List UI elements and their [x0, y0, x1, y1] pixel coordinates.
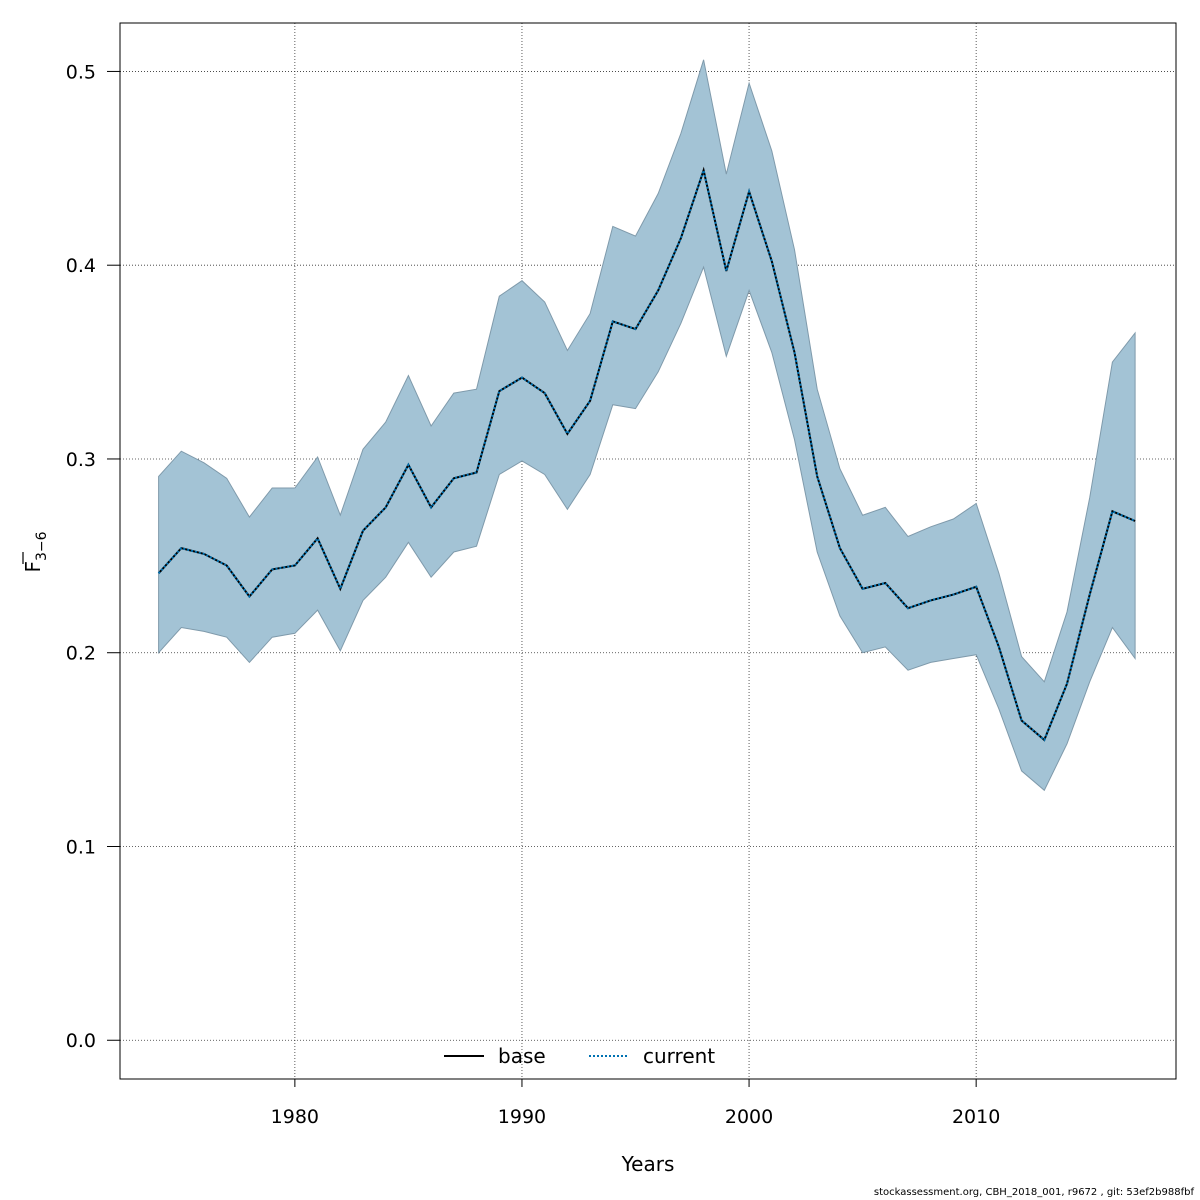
x-tick-label: 1990 — [498, 1106, 546, 1128]
x-axis: 1980 1990 2000 2010 — [271, 1079, 1000, 1128]
series-line-current — [157, 166, 1136, 742]
y-axis-title-main: F — [21, 561, 45, 573]
plot-frame — [119, 22, 1177, 1080]
x-tick-label: 1980 — [271, 1106, 319, 1128]
y-axis-title-sub: 3−6 — [34, 531, 50, 561]
x-tick-label: 2000 — [725, 1106, 773, 1128]
footer-credit: stockassessment.org, CBH_2018_001, r9672… — [873, 1187, 1194, 1198]
y-tick-label: 0.0 — [66, 1030, 96, 1052]
y-tick-label: 0.2 — [66, 643, 96, 665]
legend-label-current: current — [643, 1044, 715, 1068]
svg-text:F3−6: F3−6 — [21, 531, 50, 572]
y-axis: 0.0 0.1 0.2 0.3 0.4 0.5 — [66, 61, 120, 1052]
y-axis-title: F3−6 — [21, 531, 50, 572]
x-axis-title: Years — [621, 1152, 675, 1176]
legend-label-base: base — [498, 1044, 546, 1068]
legend: base current — [444, 1044, 715, 1068]
y-tick-label: 0.4 — [66, 255, 96, 277]
y-tick-label: 0.3 — [66, 449, 96, 471]
y-tick-label: 0.5 — [66, 61, 96, 83]
y-tick-label: 0.1 — [66, 836, 96, 858]
confidence-band — [158, 59, 1136, 792]
x-tick-label: 2010 — [952, 1106, 1000, 1128]
